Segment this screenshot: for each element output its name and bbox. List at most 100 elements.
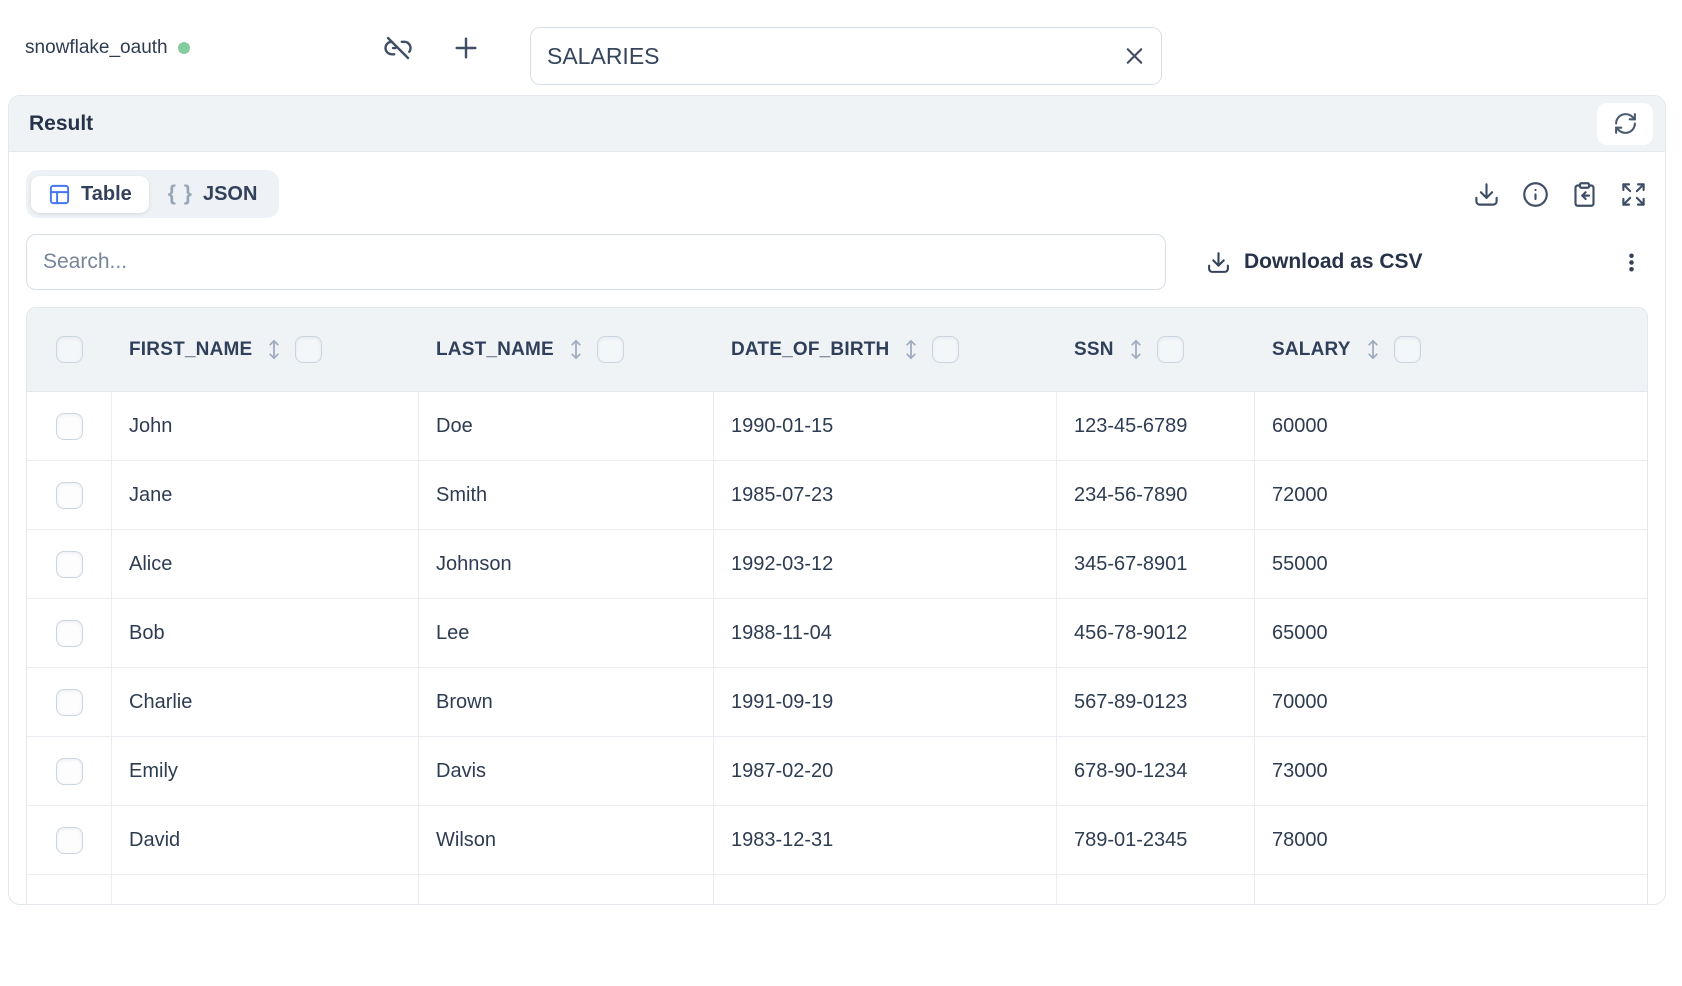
select-all-checkbox[interactable] (56, 336, 83, 363)
row-checkbox-cell (27, 461, 112, 529)
column-checkbox[interactable] (1393, 336, 1421, 363)
table-cell: 1988-11-04 (714, 599, 1057, 667)
result-panel-header: Result (9, 96, 1665, 152)
column-header-date_of_birth: DATE_OF_BIRTH (714, 308, 1057, 391)
cell-value: Jane (129, 483, 173, 506)
download-csv-button[interactable]: Download as CSV (1206, 250, 1423, 275)
table-options-button[interactable] (1619, 250, 1644, 275)
cell-value: Davis (436, 759, 487, 782)
panel-title: Result (29, 111, 94, 135)
expand-icon (1620, 181, 1647, 208)
refresh-button[interactable] (1597, 102, 1653, 145)
cell-value: 1987-02-20 (731, 759, 834, 782)
column-checkbox[interactable] (295, 336, 323, 363)
table-name-input[interactable] (530, 27, 1162, 85)
top-bar: snowflake_oauth (0, 0, 1682, 95)
table-row-partial (27, 875, 1647, 904)
table-header-row: FIRST_NAME LAST_NAME DATE_OF_BIRTH SSN SALAR… (27, 308, 1647, 392)
header-checkbox-cell (27, 308, 112, 391)
column-header-first_name: FIRST_NAME (112, 308, 419, 391)
cell-value: John (129, 414, 173, 437)
add-tab-button[interactable] (450, 32, 482, 64)
column-header-ssn: SSN (1057, 308, 1255, 391)
table-row: Charlie Brown 1991-09-19 567-89-0123 70000 (27, 668, 1647, 737)
row-checkbox[interactable] (55, 619, 83, 647)
cell-value: 789-01-2345 (1074, 828, 1188, 851)
connection-indicator: snowflake_oauth (25, 0, 190, 95)
table-cell: 678-90-1234 (1057, 737, 1255, 805)
row-checkbox[interactable] (55, 757, 83, 785)
result-info-button[interactable] (1522, 181, 1549, 208)
table-row: Bob Lee 1988-11-04 456-78-9012 65000 (27, 599, 1647, 668)
disconnect-button[interactable] (383, 33, 413, 63)
cell-value: 345-67-8901 (1074, 552, 1188, 575)
cell-value: 678-90-1234 (1074, 759, 1188, 782)
copy-to-clipboard-button[interactable] (1571, 181, 1598, 208)
search-input[interactable] (26, 234, 1166, 290)
column-checkbox[interactable] (596, 336, 624, 363)
table-name-field-wrap (530, 27, 1162, 85)
cell-value: 234-56-7890 (1074, 483, 1188, 506)
table-cell: 1985-07-23 (714, 461, 1057, 529)
table-cell (27, 875, 112, 904)
table-toolbar-row: Download as CSV (26, 234, 1648, 290)
table-row: David Wilson 1983-12-31 789-01-2345 78000 (27, 806, 1647, 875)
table-cell: Emily (112, 737, 419, 805)
sort-icon[interactable] (1365, 337, 1381, 362)
table-cell: Alice (112, 530, 419, 598)
cell-value: Bob (129, 621, 165, 644)
table-cell: 55000 (1255, 530, 1647, 598)
table-cell (1057, 875, 1255, 904)
row-checkbox[interactable] (55, 826, 83, 854)
cell-value: 65000 (1272, 621, 1328, 644)
table-cell: Jane (112, 461, 419, 529)
cell-value: 1985-07-23 (731, 483, 834, 506)
column-header-salary: SALARY (1255, 308, 1647, 391)
download-result-button[interactable] (1473, 181, 1500, 208)
cell-value: 1983-12-31 (731, 828, 834, 851)
column-checkbox[interactable] (1156, 336, 1184, 363)
table-cell (1255, 875, 1647, 904)
table-cell: 1990-01-15 (714, 392, 1057, 460)
cell-value: 1992-03-12 (731, 552, 834, 575)
table-cell: 789-01-2345 (1057, 806, 1255, 874)
table-cell: Doe (419, 392, 714, 460)
table-cell: 1992-03-12 (714, 530, 1057, 598)
row-checkbox-cell (27, 392, 112, 460)
plus-icon (450, 32, 482, 64)
cell-value: 567-89-0123 (1074, 690, 1188, 713)
row-checkbox[interactable] (55, 550, 83, 578)
tab-json-label: JSON (202, 182, 258, 205)
unlink-icon (383, 33, 413, 63)
table-row: Alice Johnson 1992-03-12 345-67-8901 55000 (27, 530, 1647, 599)
cell-value: Alice (129, 552, 173, 575)
tab-table[interactable]: Table (31, 175, 149, 213)
download-csv-label: Download as CSV (1244, 250, 1423, 273)
view-tabs: Table { } JSON (26, 170, 280, 218)
cell-value: 1990-01-15 (731, 414, 834, 437)
result-panel-body: Table { } JSON (9, 170, 1665, 904)
close-icon (1121, 43, 1148, 70)
table-cell (714, 875, 1057, 904)
braces-icon: { } (167, 182, 193, 205)
sort-icon[interactable] (568, 337, 584, 362)
sort-icon[interactable] (266, 337, 282, 362)
connection-status-dot (177, 41, 190, 54)
cell-value: 123-45-6789 (1074, 414, 1188, 437)
column-checkbox[interactable] (932, 336, 960, 363)
table-cell: Brown (419, 668, 714, 736)
table-cell: Bob (112, 599, 419, 667)
cell-value: 73000 (1272, 759, 1328, 782)
sort-icon[interactable] (1128, 337, 1144, 362)
info-icon (1522, 181, 1549, 208)
clear-table-name-button[interactable] (1121, 43, 1148, 70)
tab-json[interactable]: { } JSON (151, 175, 275, 213)
table-cell: 1991-09-19 (714, 668, 1057, 736)
table-cell: 60000 (1255, 392, 1647, 460)
row-checkbox[interactable] (55, 412, 83, 440)
table-cell: Wilson (419, 806, 714, 874)
row-checkbox[interactable] (55, 481, 83, 509)
sort-icon[interactable] (903, 337, 919, 362)
fullscreen-button[interactable] (1620, 181, 1647, 208)
row-checkbox[interactable] (55, 688, 83, 716)
